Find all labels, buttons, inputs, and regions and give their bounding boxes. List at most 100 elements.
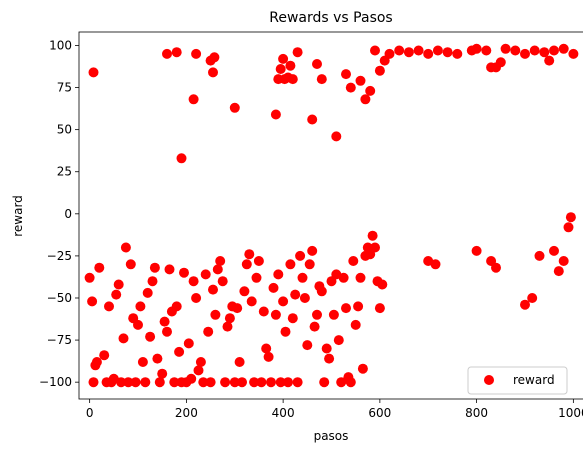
data-point [208,284,218,295]
y-tick-label: 100 [49,38,72,52]
data-point [149,262,160,273]
data-point [452,48,463,59]
data-point [563,222,574,233]
data-point [186,373,197,384]
data-point [549,45,559,56]
data-point [130,377,141,388]
data-point [162,326,172,337]
data-point [154,377,165,388]
data-point [370,242,380,253]
data-point [527,293,538,303]
data-point [495,57,506,68]
x-axis-ticks: 0 200 400 600 800 1000 [86,399,583,420]
data-point [191,48,202,59]
data-point [316,74,327,85]
data-point [299,293,310,303]
data-point [195,357,206,367]
data-point [91,357,102,367]
y-tick-label: 25 [57,165,72,179]
data-point [350,319,361,330]
data-point [295,250,306,261]
data-point [162,48,172,59]
data-point [249,377,260,388]
data-point [553,266,564,277]
y-tick-label: 75 [57,81,72,95]
data-point [307,245,318,256]
data-point [145,331,156,342]
y-tick-label: −100 [39,375,72,389]
data-point [275,377,286,388]
data-point [140,377,151,388]
data-point [99,350,110,361]
data-point [510,45,521,56]
data-point [481,45,492,56]
data-point [205,377,216,388]
data-point [321,343,332,354]
data-point [198,377,209,388]
data-point [111,289,122,300]
data-point [118,333,129,344]
data-point [338,272,349,283]
data-point [273,269,284,280]
data-point [251,272,262,283]
data-point [285,60,296,71]
y-axis-label: reward [11,195,25,237]
data-point [324,353,335,364]
data-point [341,69,351,80]
data-point [430,259,441,270]
data-point [353,301,364,312]
data-point [157,368,168,379]
data-point [534,250,545,261]
data-point [377,279,388,290]
data-point [275,64,286,74]
data-point [87,296,98,307]
data-point [413,45,424,56]
data-point [355,75,366,86]
data-point [558,256,569,266]
legend: reward [467,366,568,395]
data-point [319,377,330,388]
data-point [171,47,182,58]
data-point [152,353,163,364]
data-point [374,65,385,76]
data-point [370,45,380,56]
data-point [94,262,105,273]
plot-frame [78,31,583,400]
data-point [120,242,131,253]
legend-marker-reward [484,375,494,385]
data-point [217,276,228,287]
data-point [328,309,339,320]
x-axis-label: pasos [314,429,349,443]
data-point [287,313,298,324]
data-point [88,67,99,78]
data-point [403,47,414,58]
data-point [263,351,274,362]
plot-area [84,43,579,388]
data-point [169,377,180,388]
data-point [125,259,136,270]
data-point [280,326,291,337]
data-point [345,82,356,93]
data-point [331,131,342,142]
y-tick-label: 0 [64,207,72,221]
data-point [212,264,223,275]
legend-label-reward: reward [513,373,555,387]
data-point [232,303,243,314]
data-point [193,365,204,376]
data-point [568,48,579,59]
data-point [191,293,202,303]
data-point [558,43,569,54]
chart-title: Rewards vs Pasos [269,10,392,26]
data-point [367,230,378,241]
data-point [237,377,247,388]
data-point [176,153,187,164]
data-point [270,109,281,120]
data-point [394,45,405,56]
data-point [292,47,303,58]
data-point [241,259,252,270]
data-point [253,256,264,266]
x-tick-label: 400 [272,406,295,420]
data-point [374,303,385,314]
data-point [355,272,366,283]
